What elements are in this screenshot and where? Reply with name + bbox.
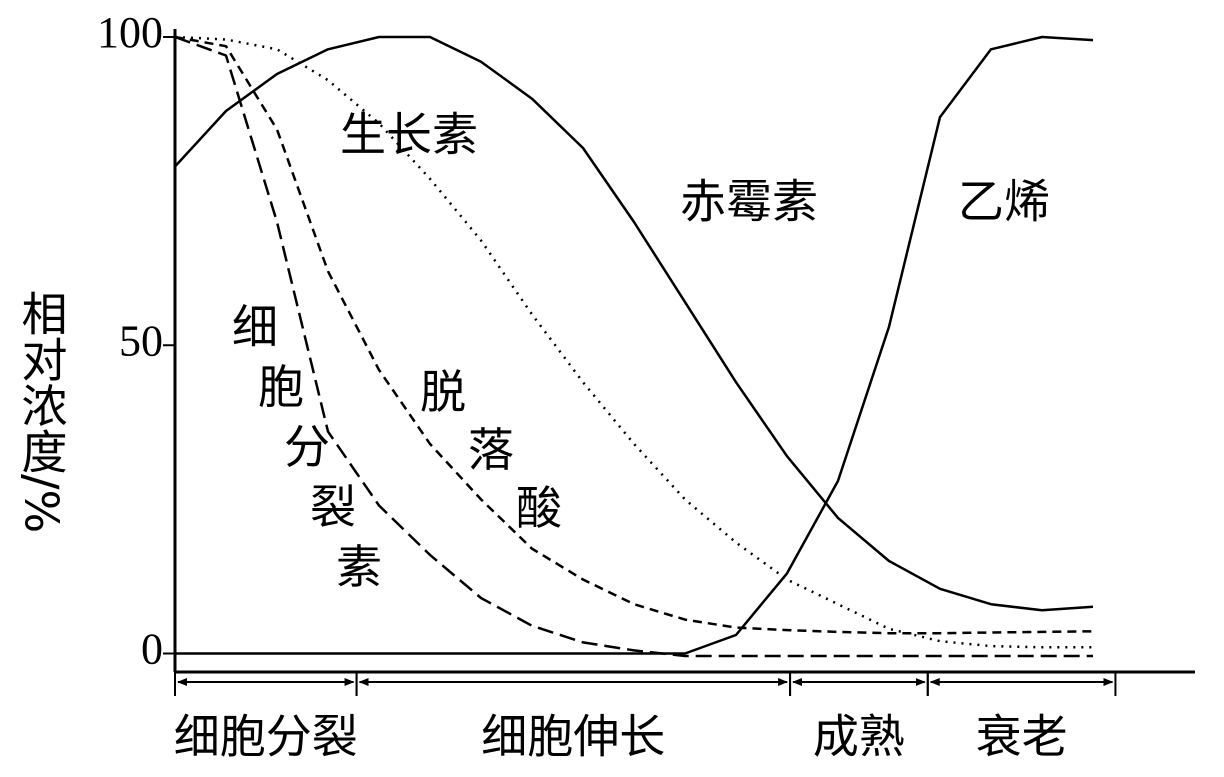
y-tick-label: 0	[141, 625, 163, 674]
series-label: 细胞分裂素	[232, 300, 382, 594]
stage-label: 成熟	[813, 710, 905, 764]
stage-label: 细胞伸长	[481, 710, 665, 764]
series-label: 赤霉素	[680, 175, 818, 229]
series-line	[174, 35, 1094, 612]
series-line	[175, 35, 1094, 655]
stage-label: 细胞分裂	[174, 710, 358, 764]
stage-label: 衰老	[976, 710, 1068, 764]
series-label: 生长素	[340, 108, 478, 162]
series-line	[174, 35, 1094, 635]
series-label: 乙烯	[958, 175, 1050, 229]
series-line	[174, 35, 1093, 649]
series-line	[174, 35, 1093, 658]
y-axis-label: 相对浓度/%	[15, 290, 69, 533]
y-tick-label: 50	[119, 316, 163, 365]
series-label: 脱落酸	[420, 365, 562, 535]
y-tick-label: 100	[97, 8, 163, 57]
